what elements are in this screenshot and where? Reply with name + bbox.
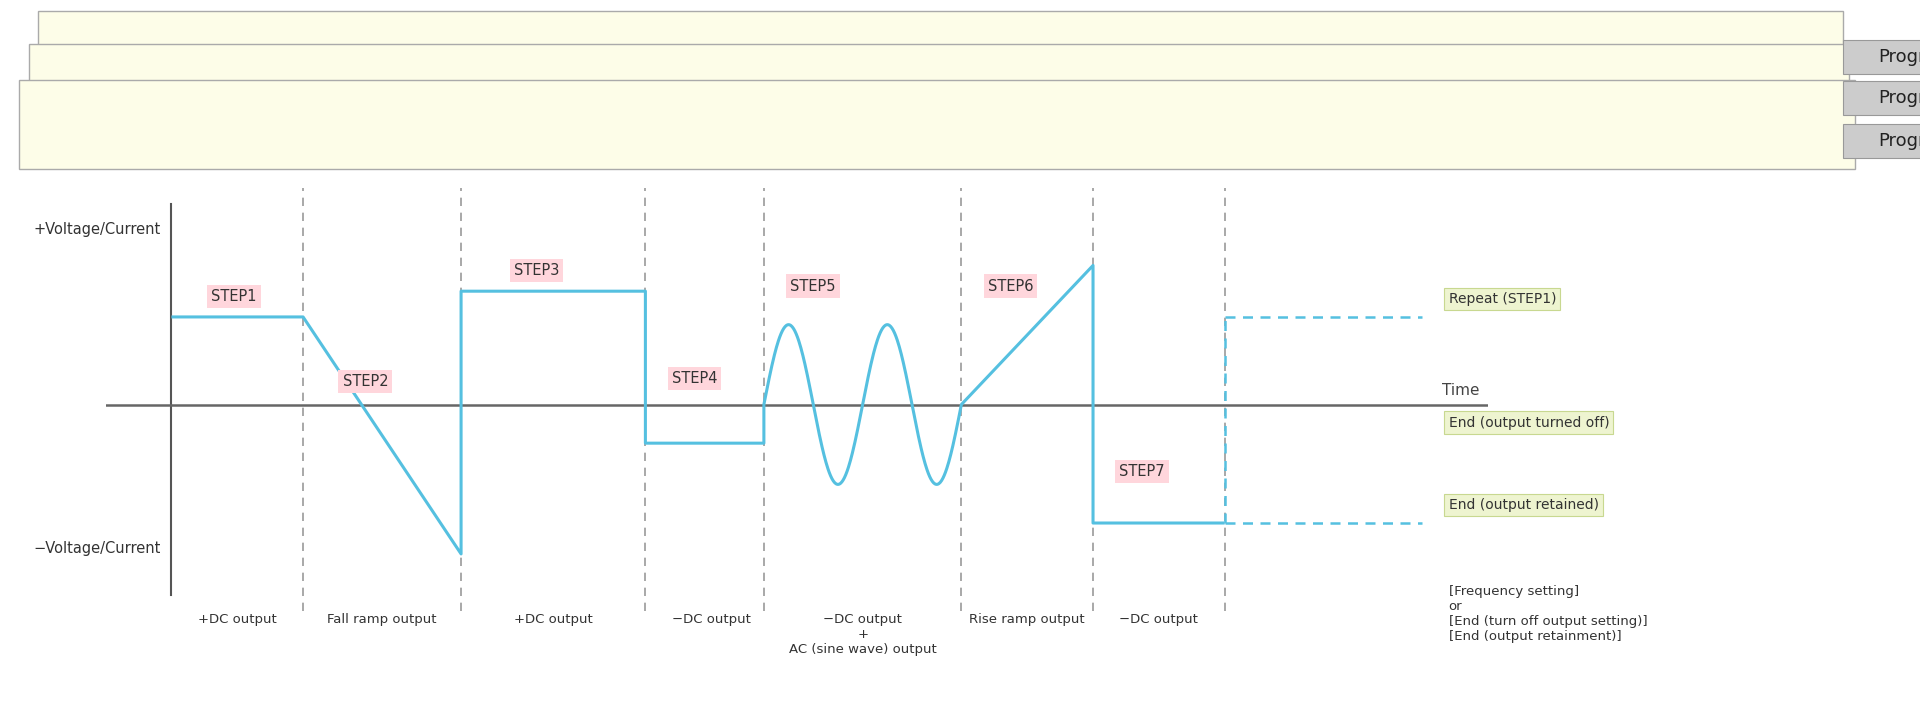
Text: STEP2: STEP2 xyxy=(342,374,388,389)
Text: End (output retained): End (output retained) xyxy=(1448,498,1599,512)
Text: End (output turned off): End (output turned off) xyxy=(1448,415,1609,430)
Text: Rise ramp output: Rise ramp output xyxy=(970,613,1085,626)
Text: +Voltage/Current: +Voltage/Current xyxy=(35,222,161,237)
Text: −DC output
+
AC (sine wave) output: −DC output + AC (sine wave) output xyxy=(789,613,937,656)
Text: Program.2: Program.2 xyxy=(1878,89,1920,107)
Text: [Frequency setting]
or
[End (turn off output setting)]
[End (output retainment)]: [Frequency setting] or [End (turn off ou… xyxy=(1448,585,1647,643)
Text: STEP4: STEP4 xyxy=(672,371,718,386)
Text: STEP5: STEP5 xyxy=(791,278,835,293)
Text: −DC output: −DC output xyxy=(672,613,751,626)
Text: +DC output: +DC output xyxy=(515,613,593,626)
Text: −DC output: −DC output xyxy=(1119,613,1198,626)
Text: Time: Time xyxy=(1442,383,1480,398)
Text: −Voltage/Current: −Voltage/Current xyxy=(33,541,161,556)
Text: STEP7: STEP7 xyxy=(1119,464,1165,479)
Text: STEP1: STEP1 xyxy=(211,289,257,304)
Text: Repeat (STEP1): Repeat (STEP1) xyxy=(1448,292,1555,306)
Text: STEP3: STEP3 xyxy=(515,263,559,278)
Text: Fall ramp output: Fall ramp output xyxy=(326,613,438,626)
Text: Program.3: Program.3 xyxy=(1878,48,1920,66)
Text: STEP6: STEP6 xyxy=(987,278,1033,293)
Text: +DC output: +DC output xyxy=(198,613,276,626)
Text: Program.1: Program.1 xyxy=(1878,131,1920,150)
